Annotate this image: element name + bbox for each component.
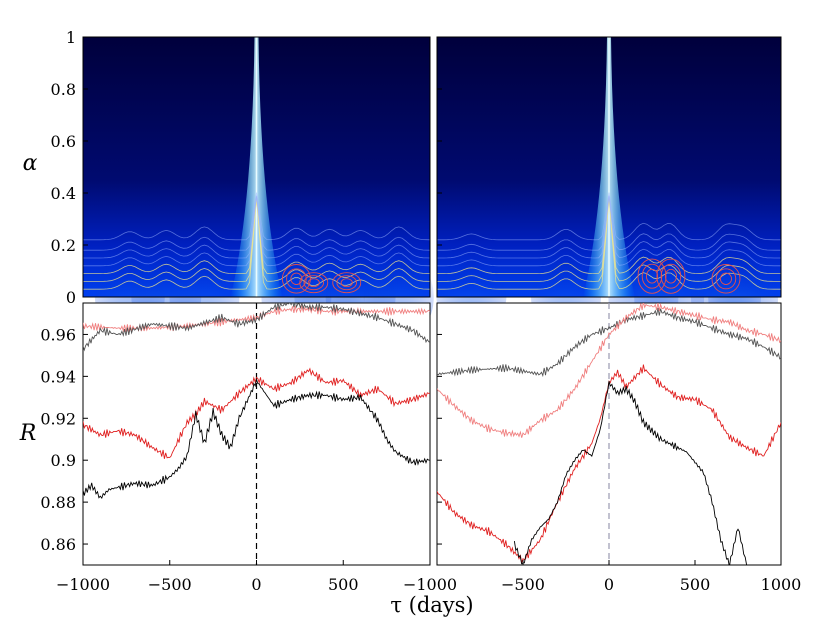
red-contour: [340, 278, 353, 288]
red-contour: [719, 272, 733, 285]
r-tick-label: 0.92: [40, 409, 76, 428]
r-series-line: [83, 377, 430, 500]
line-series-group: [437, 303, 781, 565]
r-series-line: [437, 303, 781, 438]
contour-line: [83, 195, 431, 251]
contour-line: [83, 192, 431, 241]
red-contour: [303, 275, 325, 291]
red-contour: [660, 263, 682, 289]
red-contour: [641, 263, 663, 289]
red-contour: [664, 268, 677, 284]
r-series-line: [513, 381, 748, 565]
tau-tick-label: 500: [680, 575, 711, 594]
alpha-tick-label: 0.2: [51, 236, 76, 255]
alpha-tick-label: 0: [66, 288, 76, 307]
heatmap-frame: [82, 36, 431, 298]
r-tick-label: 0.88: [40, 493, 76, 512]
tau-tick-label: 0: [604, 575, 614, 594]
red-contour: [645, 268, 659, 284]
red-contour: [656, 258, 686, 294]
r-tick-label: 0.86: [40, 535, 76, 554]
tau-axis-label: τ (days): [390, 593, 473, 617]
tau-tick-label: −1000: [56, 575, 110, 594]
r-tick-label: 0.9: [51, 451, 76, 470]
line-series-group: [83, 303, 430, 565]
line-panel-right: [436, 302, 782, 566]
heatmap-panel-left: [82, 36, 434, 342]
tau-tick-label: 0: [251, 575, 261, 594]
alpha-tick-label: 0.4: [51, 184, 76, 203]
alpha-tick-label: 0.8: [51, 80, 76, 99]
tau-tick-label: 1000: [761, 575, 802, 594]
tau-tick-label: 500: [328, 575, 359, 594]
red-contour: [290, 272, 303, 285]
alpha-tick-label: 0.6: [51, 132, 76, 151]
red-contour: [715, 268, 737, 290]
r-series-line: [83, 367, 430, 459]
red-contour: [299, 272, 329, 294]
red-contour: [332, 272, 362, 294]
red-contour: [307, 278, 320, 288]
heatmap-panel-right: [436, 36, 782, 349]
r-axis-label: R: [19, 421, 37, 446]
line-panel-left: [82, 302, 431, 566]
r-tick-label: 0.94: [40, 367, 76, 386]
r-series-line: [83, 303, 430, 352]
r-series-line: [437, 307, 781, 378]
contour-line: [437, 195, 781, 251]
tau-tick-label: −500: [148, 575, 192, 594]
red-contour: [637, 258, 667, 294]
red-contour: [711, 264, 741, 294]
clipped-series: [83, 303, 430, 565]
tau-tick-label: −1000: [403, 575, 457, 594]
clipped-series: [437, 303, 781, 565]
red-contour: [281, 264, 311, 294]
heatmap-frame: [436, 36, 782, 298]
tau-tick-label: −500: [501, 575, 545, 594]
red-contour: [336, 275, 357, 291]
tick-labels: 0 0.2 0.4 0.6 0.8 1 0.86 0.88 0.9 0.92 0.94 0.96 −10…: [40, 28, 801, 594]
alpha-tick-label: 1: [66, 28, 76, 47]
contour-line: [437, 192, 781, 241]
alpha-axis-label: α: [23, 151, 38, 176]
r-tick-label: 0.96: [40, 325, 76, 344]
